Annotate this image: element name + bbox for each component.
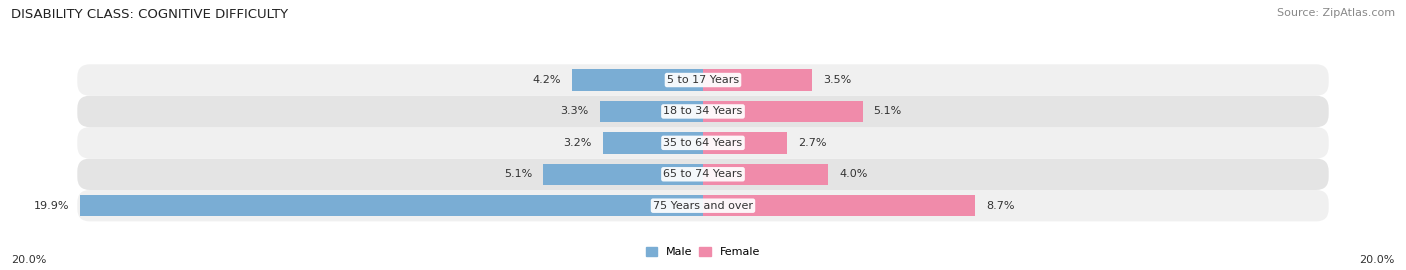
Text: 3.3%: 3.3%: [561, 106, 589, 116]
Bar: [600, 101, 703, 122]
Bar: [544, 164, 703, 185]
Text: 75 Years and over: 75 Years and over: [652, 201, 754, 211]
Bar: [80, 195, 703, 216]
Text: 18 to 34 Years: 18 to 34 Years: [664, 106, 742, 116]
Legend: Male, Female: Male, Female: [641, 242, 765, 262]
Text: 20.0%: 20.0%: [11, 255, 46, 265]
Text: 20.0%: 20.0%: [1360, 255, 1395, 265]
Text: 5.1%: 5.1%: [505, 169, 533, 179]
Text: 5 to 17 Years: 5 to 17 Years: [666, 75, 740, 85]
Text: 4.0%: 4.0%: [839, 169, 868, 179]
Text: DISABILITY CLASS: COGNITIVE DIFFICULTY: DISABILITY CLASS: COGNITIVE DIFFICULTY: [11, 8, 288, 21]
FancyBboxPatch shape: [77, 96, 1329, 127]
Text: 4.2%: 4.2%: [531, 75, 561, 85]
Text: 65 to 74 Years: 65 to 74 Years: [664, 169, 742, 179]
Text: 2.7%: 2.7%: [799, 138, 827, 148]
FancyBboxPatch shape: [77, 127, 1329, 158]
Bar: [703, 69, 813, 91]
Bar: [703, 132, 787, 154]
Text: Source: ZipAtlas.com: Source: ZipAtlas.com: [1277, 8, 1395, 18]
Text: 35 to 64 Years: 35 to 64 Years: [664, 138, 742, 148]
Bar: [603, 132, 703, 154]
FancyBboxPatch shape: [77, 158, 1329, 190]
Bar: [703, 101, 862, 122]
Bar: [572, 69, 703, 91]
Bar: [703, 164, 828, 185]
FancyBboxPatch shape: [77, 190, 1329, 221]
Text: 19.9%: 19.9%: [34, 201, 69, 211]
Text: 3.2%: 3.2%: [564, 138, 592, 148]
Text: 8.7%: 8.7%: [986, 201, 1015, 211]
Text: 5.1%: 5.1%: [873, 106, 901, 116]
Text: 3.5%: 3.5%: [824, 75, 852, 85]
FancyBboxPatch shape: [77, 64, 1329, 96]
Bar: [703, 195, 976, 216]
